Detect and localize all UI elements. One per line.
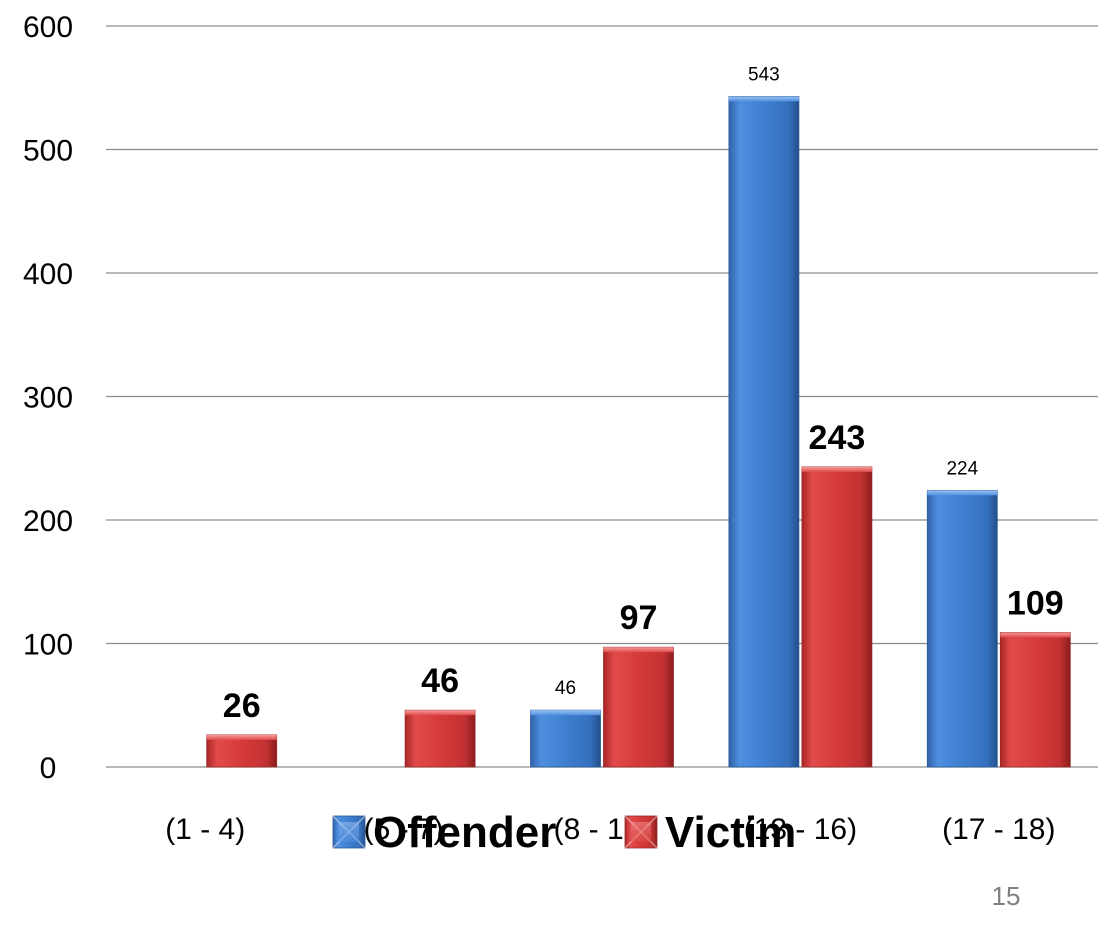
x-tick-label: (5 - 7) bbox=[364, 813, 444, 846]
gridlines bbox=[106, 25, 1098, 768]
offender-data-label: 543 bbox=[748, 64, 780, 85]
legend-offender: Offender bbox=[332, 808, 556, 857]
victim-data-label: 46 bbox=[421, 662, 459, 700]
page-number: 15 bbox=[992, 881, 1021, 911]
x-tick-label: (17 - 18) bbox=[942, 813, 1055, 846]
x-axis-ticks: (1 - 4) (5 - 7) (8 - 12) (13 - 16) (17 - 18) bbox=[165, 813, 1055, 846]
offender-bar bbox=[926, 489, 998, 768]
legend-victim-swatch bbox=[624, 815, 658, 849]
y-tick-label: 100 bbox=[23, 629, 73, 662]
x-tick-label: (1 - 4) bbox=[165, 813, 245, 846]
legend-victim-label: Victim bbox=[665, 808, 796, 857]
victim-bar bbox=[206, 734, 278, 768]
offender-data-label: 46 bbox=[555, 678, 576, 699]
victim-data-label: 109 bbox=[1007, 584, 1064, 622]
y-tick-label: 500 bbox=[23, 135, 73, 168]
offender-bar bbox=[530, 709, 601, 768]
legend-offender-label: Offender bbox=[373, 808, 556, 857]
offender-data-label: 224 bbox=[946, 458, 978, 479]
legend: Offender Victim bbox=[332, 808, 796, 857]
y-axis-ticks: 0 100 200 300 400 500 600 bbox=[23, 11, 73, 785]
y-tick-label: 0 bbox=[40, 752, 57, 785]
y-tick-label: 600 bbox=[23, 11, 73, 44]
victim-data-label: 243 bbox=[809, 419, 866, 457]
victim-bar bbox=[603, 646, 674, 768]
victim-data-label: 26 bbox=[223, 687, 261, 725]
victim-data-label: 97 bbox=[620, 599, 658, 637]
victim-bar bbox=[999, 631, 1071, 768]
legend-offender-swatch bbox=[332, 815, 366, 849]
victim-bar bbox=[801, 466, 873, 768]
bars bbox=[206, 95, 1071, 768]
victim-bar bbox=[404, 709, 476, 768]
legend-victim: Victim bbox=[624, 808, 796, 857]
offender-bar bbox=[728, 95, 800, 768]
y-tick-label: 200 bbox=[23, 505, 73, 538]
y-tick-label: 300 bbox=[23, 382, 73, 415]
x-tick-label: (13 - 16) bbox=[744, 813, 857, 846]
data-labels: 26 46 46 97 543 243 224 109 bbox=[223, 64, 1064, 724]
y-tick-label: 400 bbox=[23, 258, 73, 291]
